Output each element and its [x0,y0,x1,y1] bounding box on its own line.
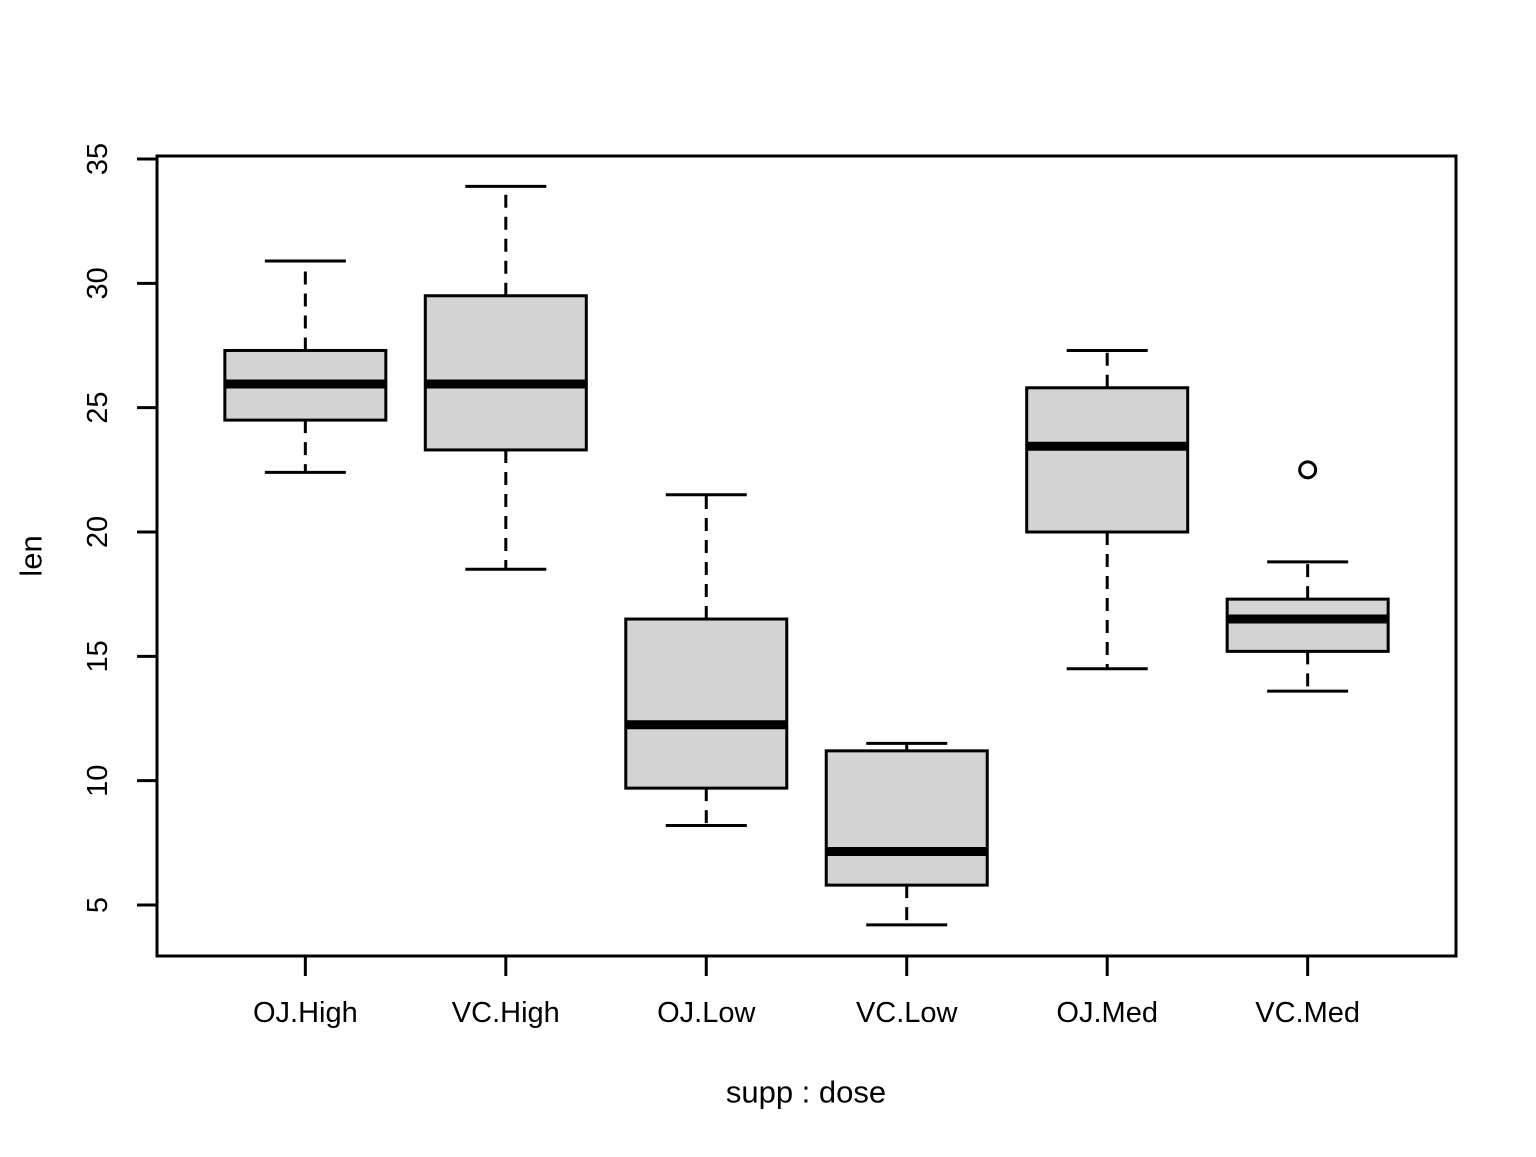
x-axis-category-label: VC.Med [1255,997,1360,1029]
y-axis-tick-label: 25 [82,392,114,424]
y-axis-tick-label: 15 [82,640,114,672]
box-rect-vc-low [824,749,989,887]
box-rect-vc-med [1225,597,1390,653]
y-axis-tick-label: 30 [82,267,114,299]
y-axis-title: len [14,535,49,576]
box-rect-oj-med [1025,386,1190,534]
plot-frame [155,154,1458,958]
box-rect-oj-low [624,617,789,790]
y-axis-tick-label: 10 [82,765,114,797]
outlier-point-vc-med [1298,460,1318,480]
x-axis-category-label: OJ.Low [657,997,756,1029]
y-axis-tick-label: 5 [82,897,114,913]
y-axis-tick-label: 35 [82,143,114,175]
x-axis-category-label: VC.Low [856,997,959,1029]
x-axis-category-label: OJ.High [253,997,358,1029]
x-axis-title: supp : dose [726,1075,886,1110]
y-axis-tick-label: 20 [82,516,114,548]
x-axis-category-label: OJ.Med [1056,997,1158,1029]
x-axis-category-label: VC.High [452,997,560,1029]
box-rect-vc-high [423,294,588,452]
